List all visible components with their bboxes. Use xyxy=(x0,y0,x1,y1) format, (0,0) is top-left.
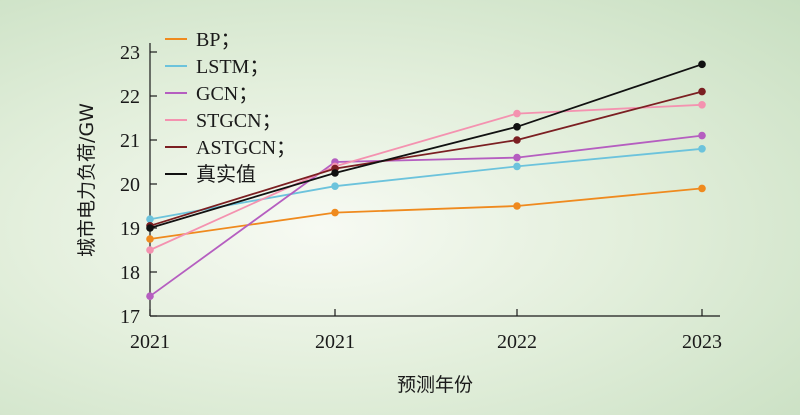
y-tick-label: 17 xyxy=(120,306,140,328)
data-point xyxy=(698,131,706,140)
data-point xyxy=(513,123,521,131)
data-point xyxy=(146,215,154,223)
series-line-2 xyxy=(149,134,703,297)
y-tick-label: 23 xyxy=(120,42,140,64)
y-tick-label: 18 xyxy=(120,262,140,284)
data-point xyxy=(146,224,154,232)
data-point xyxy=(513,153,521,162)
data-point xyxy=(331,182,339,190)
y-tick-label: 19 xyxy=(120,218,140,240)
series-line-3 xyxy=(149,103,703,251)
axes xyxy=(149,43,720,317)
data-point xyxy=(146,292,154,301)
series-line-0 xyxy=(149,187,703,240)
legend-label: LSTM； xyxy=(196,56,269,78)
legend-label: ASTGCN； xyxy=(196,137,296,159)
series-line-1 xyxy=(149,147,703,221)
data-point xyxy=(331,208,339,217)
series-group xyxy=(146,60,706,301)
data-point xyxy=(513,162,521,171)
y-axis-ticks: 17 18 19 20 21 22 23 xyxy=(120,42,157,328)
x-tick-label: 2023 xyxy=(682,331,722,353)
legend-label: 真实值 xyxy=(196,163,256,186)
y-tick-label: 22 xyxy=(120,86,140,108)
data-point xyxy=(698,60,706,69)
series-line-4 xyxy=(149,90,703,227)
data-point xyxy=(698,184,706,193)
x-tick-label: 2022 xyxy=(497,331,537,353)
data-point xyxy=(513,202,521,210)
data-point xyxy=(698,87,706,96)
data-point xyxy=(513,136,521,144)
series-line-5 xyxy=(149,63,703,229)
x-tick-label: 2021 xyxy=(315,331,355,353)
data-point xyxy=(513,109,521,118)
data-point xyxy=(146,235,154,243)
x-axis-ticks: 2021 2021 2022 2023 xyxy=(130,309,722,353)
legend-label: BP； xyxy=(196,29,240,51)
y-axis-title: 城市电力负荷/GW xyxy=(76,103,98,257)
legend-label: STGCN； xyxy=(196,110,282,132)
y-tick-label: 20 xyxy=(120,174,140,196)
legend-label: GCN； xyxy=(196,83,258,105)
y-tick-label: 21 xyxy=(120,130,140,152)
data-point xyxy=(698,145,706,153)
data-point xyxy=(146,246,154,254)
x-tick-label: 2021 xyxy=(130,331,170,353)
legend: BP； LSTM； GCN； STGCN； ASTGCN； 真实值 xyxy=(165,29,296,186)
x-axis-title: 预测年份 xyxy=(397,374,473,396)
data-point xyxy=(331,169,339,177)
data-point xyxy=(698,101,706,109)
